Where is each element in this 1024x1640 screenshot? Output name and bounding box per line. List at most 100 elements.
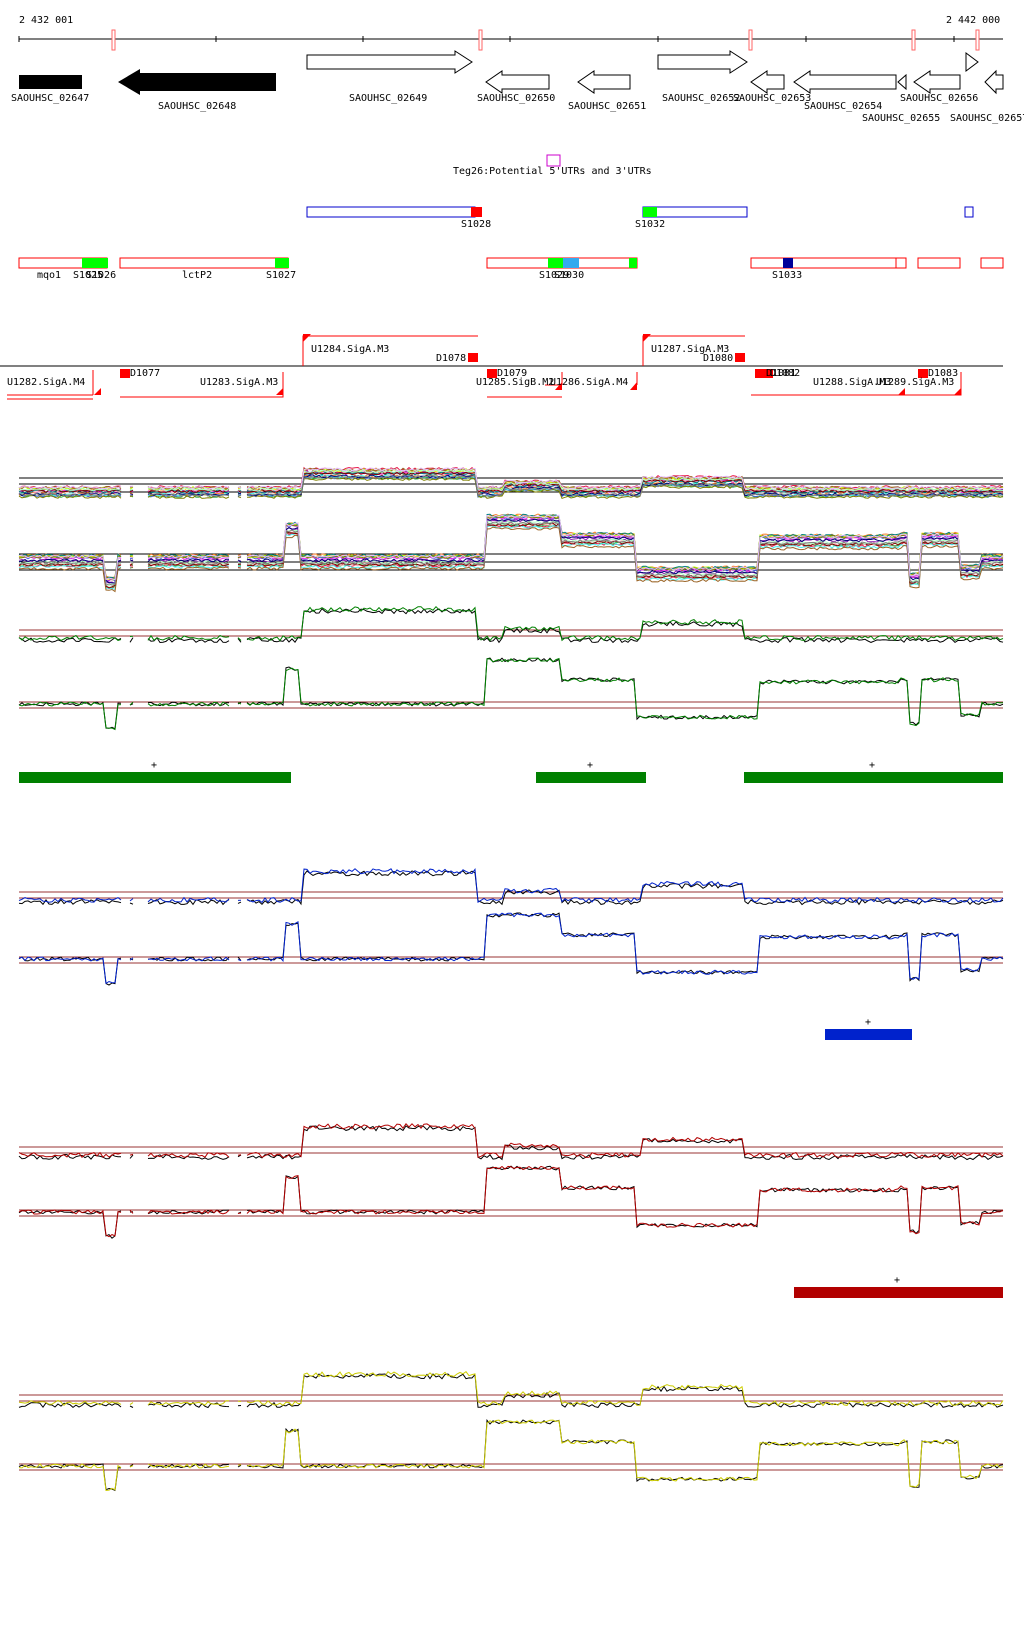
segment-label: S1032 <box>635 219 665 230</box>
expression-bar <box>794 1287 1003 1298</box>
profile-line <box>18 870 1004 906</box>
segment-label: S1027 <box>266 270 296 281</box>
expression-bar <box>19 772 291 783</box>
gene-label: SAOUHSC_02656 <box>900 93 978 104</box>
tu-label: D1083 <box>928 368 958 379</box>
profile-line <box>18 514 1004 581</box>
tu-label: U1283.SigA.M3 <box>200 377 278 388</box>
profile-line <box>18 526 1004 593</box>
segment-label: S1033 <box>772 270 802 281</box>
profile-line <box>18 518 1004 584</box>
gene-label: SAOUHSC_02657 <box>950 113 1024 124</box>
condition-profile-red <box>18 1123 1004 1239</box>
strand-marker: + <box>587 760 593 771</box>
gene-arrow[interactable] <box>897 73 907 91</box>
profile-line <box>18 1165 1004 1239</box>
segment-track: S1028 S1032 <box>306 206 974 230</box>
profile-line <box>18 912 1004 986</box>
segment-label: S1029 <box>539 270 569 281</box>
operon-label: mqo1 <box>37 270 61 281</box>
expression-bar <box>536 772 646 783</box>
tu-label: U1286.SigA.M4 <box>550 377 628 388</box>
expression-calls: + + + + + <box>19 760 1003 1298</box>
profile-line <box>18 605 1004 642</box>
expression-bar <box>744 772 1003 783</box>
profile-line <box>18 1125 1004 1161</box>
gene-label: SAOUHSC_02648 <box>158 101 236 112</box>
segment-label: S1025 <box>73 270 103 281</box>
gene-arrow[interactable] <box>306 50 473 74</box>
profile-line <box>18 469 1004 492</box>
profile-line <box>18 1370 1004 1407</box>
strand-marker: + <box>869 760 875 771</box>
profile-line <box>18 1419 1004 1492</box>
tu-label: D1079 <box>497 368 527 379</box>
strand-marker: + <box>894 1275 900 1286</box>
profile-line <box>18 476 1004 500</box>
condition-profile-yellow <box>18 1370 1004 1492</box>
gene-label: SAOUHSC_02654 <box>804 101 882 112</box>
gene-label: SAOUHSC_02652 <box>662 93 740 104</box>
tu-label: D1080 <box>703 353 733 364</box>
profile-line <box>18 868 1004 904</box>
gene-label: SAOUHSC_02651 <box>568 101 646 112</box>
tu-label: U1288.SigA.M3 <box>813 377 891 388</box>
gene-arrow[interactable] <box>19 75 82 89</box>
gene-arrow[interactable] <box>793 70 897 94</box>
utr-track-label: Teg26:Potential 5'UTRs and 3'UTRs <box>453 166 652 177</box>
gene-label: SAOUHSC_02649 <box>349 93 427 104</box>
tu-track: U1284.SigA.M3 U1287.SigA.M3 D1078 D1080 … <box>0 334 1003 400</box>
profile-line <box>18 518 1004 585</box>
gene-arrow[interactable] <box>965 52 979 72</box>
gene-label: SAOUHSC_02650 <box>477 93 555 104</box>
tu-label: D1081 <box>766 368 796 379</box>
ruler-end-label: 2 442 000 <box>946 15 1000 26</box>
profile-line <box>18 1123 1004 1159</box>
gene-arrow[interactable] <box>485 70 550 94</box>
expression-bar <box>825 1029 912 1040</box>
profile-line <box>18 1373 1004 1409</box>
tu-label: U1282.SigA.M4 <box>7 377 85 388</box>
profile-line <box>18 657 1004 731</box>
operon-track: mqo1 lctP2 S1025 S1026 S1027 S1029 S1030… <box>18 257 1004 281</box>
gene-arrow[interactable] <box>913 70 961 94</box>
tu-label: U1284.SigA.M3 <box>311 344 389 355</box>
profile-line <box>18 521 1004 587</box>
tu-label: U1289.SigA.M3 <box>876 377 954 388</box>
gene-label: SAOUHSC_02655 <box>862 113 940 124</box>
profile-line <box>18 520 1004 587</box>
profile-line <box>18 657 1004 730</box>
operon-label: lctP2 <box>182 270 212 281</box>
gene-arrow[interactable] <box>984 69 1004 95</box>
tu-label: U1285.SigB.M2 <box>476 377 554 388</box>
gene-label: SAOUHSC_02647 <box>11 93 89 104</box>
strand-marker: + <box>151 760 157 771</box>
condition-profile-green <box>18 605 1004 731</box>
gene-arrow[interactable] <box>750 70 785 94</box>
gene-arrow[interactable] <box>657 50 748 74</box>
profile-line <box>18 1165 1004 1238</box>
strand-marker: + <box>865 1017 871 1028</box>
segment-label: S1028 <box>461 219 491 230</box>
segment-label: S1030 <box>554 270 584 281</box>
condition-profile-blue <box>18 868 1004 986</box>
profile-line <box>18 467 1004 490</box>
gene-track <box>19 50 1004 95</box>
tu-label: U1287.SigA.M3 <box>651 344 729 355</box>
segment-label: S1026 <box>86 270 116 281</box>
multi-condition-profiles <box>18 466 1004 593</box>
tu-label: D1082 <box>770 368 800 379</box>
gene-arrow[interactable] <box>118 69 276 95</box>
gene-label: SAOUHSC_02653 <box>733 93 811 104</box>
tu-label: D1077 <box>130 368 160 379</box>
gene-labels: SAOUHSC_02647 SAOUHSC_02648 SAOUHSC_0264… <box>11 93 1024 124</box>
utr-track: Teg26:Potential 5'UTRs and 3'UTRs <box>453 154 652 177</box>
ruler-start-label: 2 432 001 <box>19 15 73 26</box>
profile-line <box>18 912 1004 985</box>
coordinate-ruler: 2 432 001 2 442 000 <box>18 15 1003 51</box>
profile-line <box>18 607 1004 644</box>
profile-line <box>18 474 1004 497</box>
gene-arrow[interactable] <box>577 70 631 94</box>
profile-line <box>18 1418 1004 1492</box>
